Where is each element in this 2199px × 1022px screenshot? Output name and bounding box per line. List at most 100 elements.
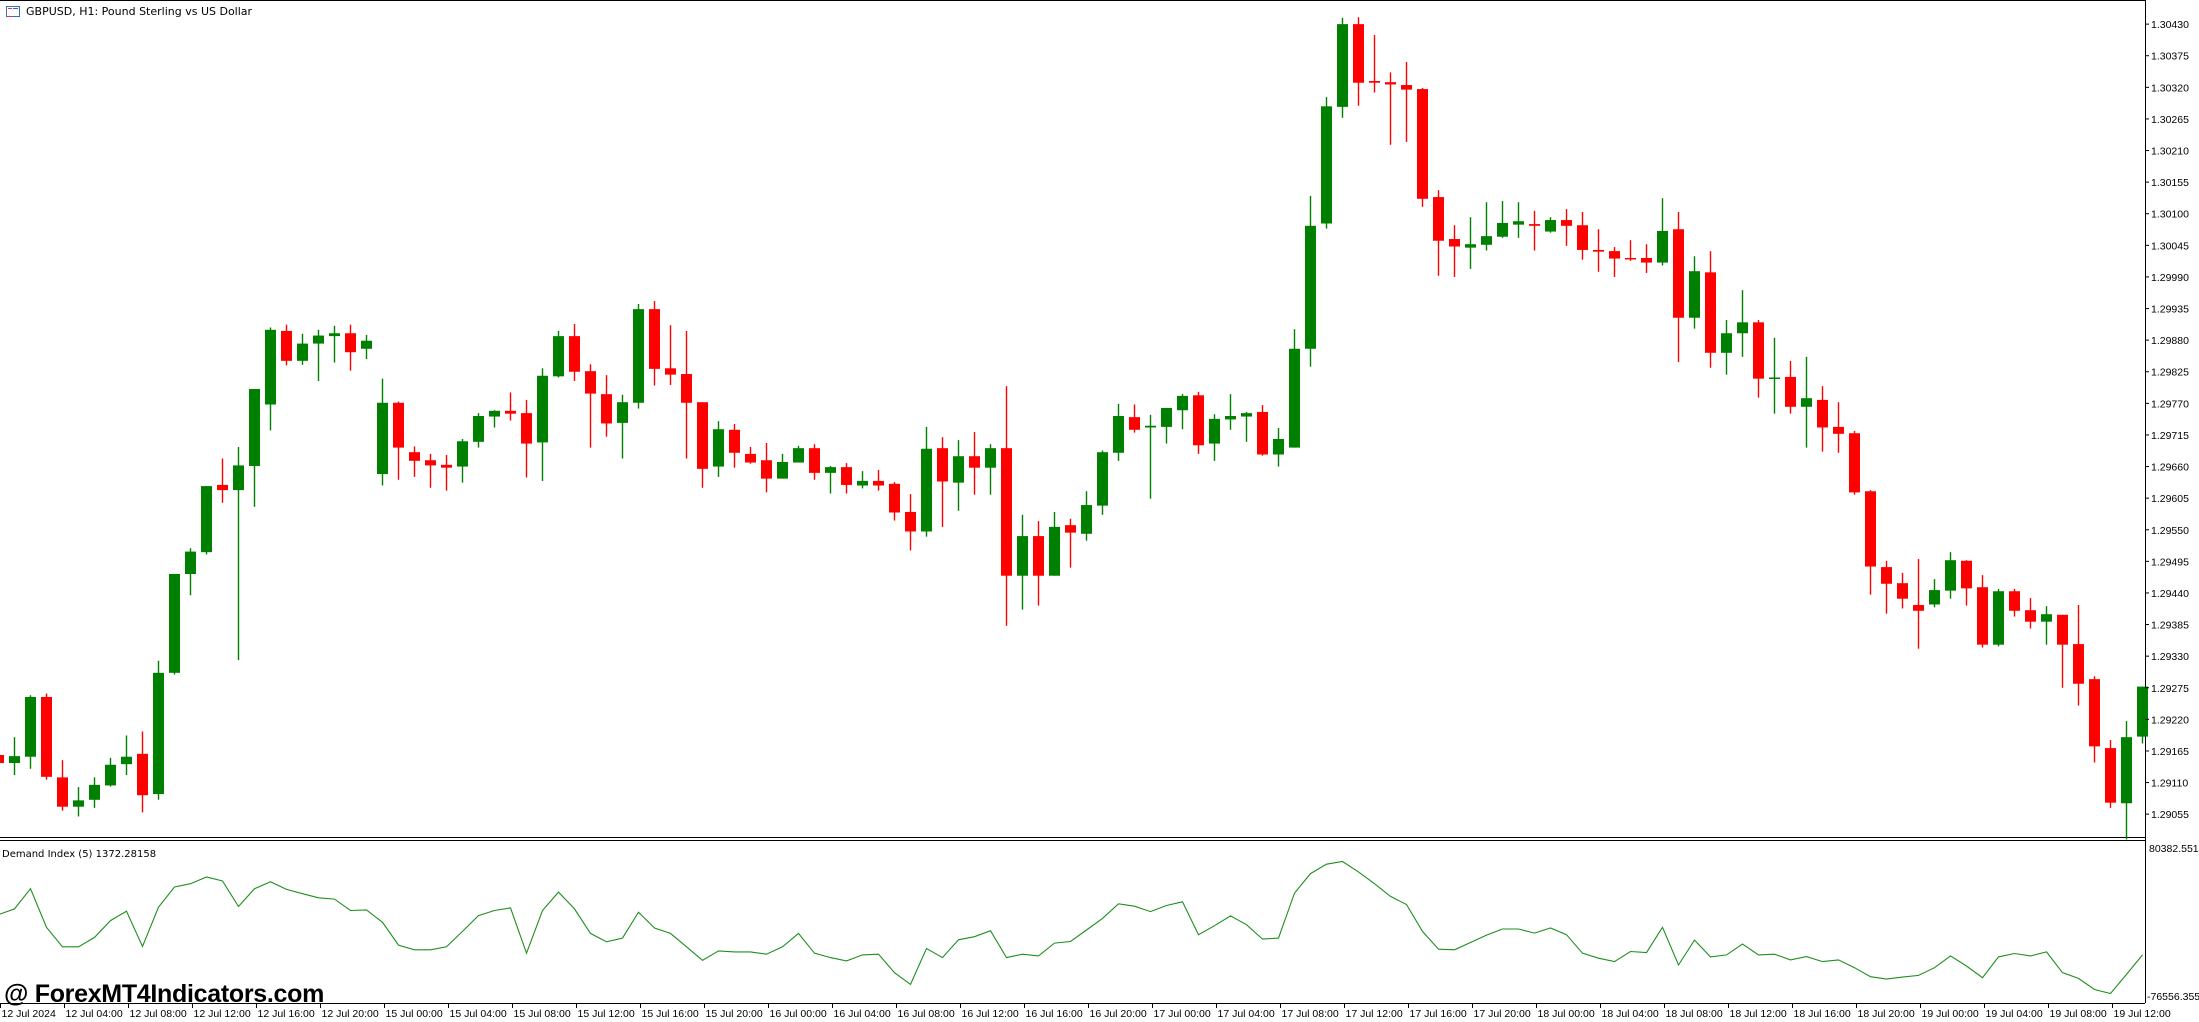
chart-title: GBPUSD, H1: Pound Sterling vs US Dollar xyxy=(26,4,253,18)
candle-body-bear xyxy=(1129,417,1140,430)
candle-body-bull xyxy=(2121,737,2132,804)
candle xyxy=(617,394,628,459)
candle-body-bear xyxy=(761,460,772,479)
candle-body-bull xyxy=(2137,686,2148,737)
candle-body-bull xyxy=(169,573,180,673)
time-tick-label: 15 Jul 08:00 xyxy=(514,1008,571,1020)
candle-body-bull xyxy=(793,448,804,463)
candle xyxy=(1193,391,1204,454)
candle-body-bear xyxy=(905,511,916,532)
candle-body-bull xyxy=(457,441,468,467)
candle xyxy=(1705,251,1716,368)
candle-body-bull xyxy=(1801,398,1812,407)
candle xyxy=(121,735,132,776)
candle-body-bull xyxy=(1993,591,2004,645)
price-tick-label: 1.29055 xyxy=(2151,809,2189,821)
candle-body-bull xyxy=(153,672,164,795)
candle-body-bull xyxy=(1273,438,1284,455)
time-tick-label: 16 Jul 00:00 xyxy=(770,1008,827,1020)
candle xyxy=(649,301,660,386)
candle-body-bear xyxy=(1529,224,1540,226)
candle xyxy=(505,392,516,421)
candle-body-bull xyxy=(1545,220,1556,232)
candle-body-bull xyxy=(25,696,36,757)
candle-body-bull xyxy=(857,480,868,486)
candle-body-bear xyxy=(441,464,452,468)
candle-body-bear xyxy=(569,336,580,372)
candle-body-bear xyxy=(1433,197,1444,241)
candle-body-bear xyxy=(393,402,404,448)
candle xyxy=(937,437,948,527)
candle xyxy=(745,447,756,464)
candle-body-bull xyxy=(313,335,324,344)
candle-body-bull xyxy=(1689,271,1700,318)
candle-body-bull xyxy=(1321,106,1332,224)
candle-body-bull xyxy=(489,410,500,417)
candle xyxy=(1769,337,1780,414)
candles xyxy=(0,17,2148,840)
price-tick-label: 1.30045 xyxy=(2151,240,2189,252)
candle-body-bear xyxy=(1673,229,1684,318)
candle xyxy=(1481,202,1492,251)
price-tick-label: 1.30375 xyxy=(2151,51,2189,63)
candle xyxy=(1977,575,1988,648)
candle xyxy=(1657,198,1668,266)
price-tick-label: 1.29990 xyxy=(2151,272,2189,284)
candle xyxy=(441,455,452,491)
candle xyxy=(1353,17,1364,106)
candle-body-bear xyxy=(1193,395,1204,446)
candle-body-bull xyxy=(553,336,564,377)
candle-body-bull xyxy=(1145,425,1156,428)
candle-body-bear xyxy=(1641,257,1652,263)
candle-body-bear xyxy=(729,429,740,453)
candle xyxy=(905,494,916,551)
time-tick-label: 17 Jul 12:00 xyxy=(1346,1008,1403,1020)
candle-body-bear xyxy=(1785,376,1796,407)
candle-body-bear xyxy=(425,460,436,466)
candle-body-bull xyxy=(1721,333,1732,353)
price-tick-label: 1.30430 xyxy=(2151,19,2189,31)
candle-body-bull xyxy=(121,756,132,765)
candle xyxy=(1545,217,1556,233)
candle xyxy=(1273,428,1284,467)
time-tick-label: 15 Jul 04:00 xyxy=(450,1008,507,1020)
candle xyxy=(665,325,676,385)
candle xyxy=(697,402,708,488)
candle-body-bear xyxy=(1897,583,1908,599)
candle-body-bull xyxy=(1465,244,1476,248)
candle-body-bull xyxy=(1929,590,1940,605)
candle-body-bear xyxy=(1353,24,1364,83)
candle-body-bear xyxy=(1577,225,1588,250)
candle-body-bull xyxy=(777,461,788,479)
candle xyxy=(89,777,100,808)
candle-body-bear xyxy=(1609,251,1620,259)
candle xyxy=(1817,386,1828,452)
candle xyxy=(1929,579,1940,608)
candle xyxy=(1017,514,1028,610)
candle xyxy=(2137,686,2148,744)
candle xyxy=(1305,195,1316,367)
candle-body-bear xyxy=(937,448,948,482)
candle-body-bull xyxy=(537,375,548,443)
price-tick-label: 1.29660 xyxy=(2151,462,2189,474)
candle xyxy=(873,469,884,491)
candle-body-bear xyxy=(57,777,68,807)
candle xyxy=(521,399,532,478)
indicator-label: Demand Index (5) 1372.28158 xyxy=(2,849,157,860)
price-tick-label: 1.29880 xyxy=(2151,335,2189,347)
candle xyxy=(1993,588,2004,647)
price-tick-label: 1.29495 xyxy=(2151,556,2189,568)
candle xyxy=(1737,290,1748,357)
candle-body-bear xyxy=(505,410,516,414)
candle xyxy=(1209,414,1220,461)
candle xyxy=(985,444,996,495)
candle xyxy=(1785,360,1796,414)
candle-body-bear xyxy=(889,483,900,513)
candle-body-bull xyxy=(921,448,932,532)
price-tick-label: 1.29935 xyxy=(2151,304,2189,316)
candle-body-bear xyxy=(0,754,4,764)
price-tick-label: 1.30265 xyxy=(2151,114,2189,126)
candle xyxy=(809,444,820,480)
time-tick-label: 12 Jul 08:00 xyxy=(130,1008,187,1020)
